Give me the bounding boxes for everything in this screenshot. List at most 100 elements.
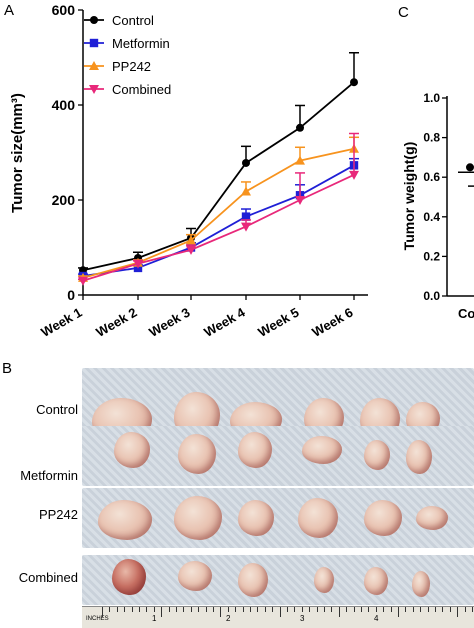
- ruler-tick: [442, 607, 444, 612]
- legend-metformin-label: Metformin: [112, 36, 170, 51]
- ruler-tick: [205, 607, 207, 612]
- ruler-tick: [472, 607, 473, 612]
- ruler-tick: [301, 607, 303, 612]
- pp242-data-point: [241, 186, 251, 196]
- ruler-tick: [338, 607, 340, 617]
- ruler-tick: [294, 607, 296, 612]
- y-axis-label: Tumor size(mm³): [9, 93, 26, 213]
- tumor-specimen: [238, 563, 268, 597]
- ruler-tick: [390, 607, 392, 612]
- ruler-tick: [257, 607, 259, 612]
- tumor-specimen: [112, 559, 146, 595]
- row-label-combined: Combined: [18, 570, 78, 585]
- ruler-tick: [449, 607, 451, 612]
- weight-y-tick-label: 1.0: [423, 91, 440, 105]
- row-label-metformin: Metformin: [20, 468, 78, 483]
- metformin-data-point: [241, 212, 251, 221]
- ruler-label: 4: [374, 614, 379, 623]
- ruler-tick: [464, 607, 466, 612]
- ruler-label: 1: [152, 614, 157, 623]
- legend-combined-label: Combined: [112, 82, 171, 97]
- y-tick-label: 0: [67, 287, 75, 303]
- ruler-tick: [190, 607, 192, 612]
- row-label-control: Control: [36, 402, 78, 417]
- ruler-tick: [213, 607, 214, 612]
- ruler-tick: [353, 607, 355, 612]
- control-series-line: [82, 81, 355, 272]
- tumor-specimen: [406, 440, 432, 474]
- weight-y-tick-label: 0.2: [423, 249, 440, 263]
- ruler-tick: [250, 607, 251, 612]
- legend-pp242-marker: [89, 61, 99, 70]
- tumor-specimen: [114, 432, 150, 468]
- control-data-point: [350, 78, 358, 87]
- y-tick-label: 400: [52, 97, 76, 113]
- combined-data-point: [78, 276, 88, 286]
- pp242-data-point: [186, 235, 196, 245]
- photo-metformin: [82, 426, 474, 486]
- ruler-tick: [227, 607, 229, 612]
- weight-data-point: [466, 163, 474, 172]
- ruler-tick: [309, 607, 311, 612]
- ruler-tick: [235, 607, 237, 612]
- combined-data-point: [241, 222, 251, 232]
- x-tick-label: Week 4: [201, 304, 248, 340]
- ruler-tick: [183, 607, 185, 612]
- y-tick-label: 600: [52, 2, 76, 18]
- weight-y-tick-label: 0.6: [423, 170, 440, 184]
- weight-y-tick-label: 0.8: [423, 131, 440, 145]
- metformin-series-line: [82, 164, 355, 277]
- ruler-tick: [146, 607, 148, 612]
- combined-series-line: [82, 174, 355, 282]
- ruler-tick: [109, 607, 111, 612]
- weight-y-axis-label: Tumor weight(g): [401, 142, 417, 251]
- ruler-tick: [279, 607, 281, 617]
- legend-control-label: Control: [112, 13, 154, 28]
- x-tick-label: Week 6: [309, 305, 355, 340]
- ruler-tick: [383, 607, 385, 612]
- ruler-tick: [435, 607, 436, 612]
- tumor-specimen: [364, 440, 390, 470]
- ruler: INCHES 1 2 3 4: [82, 606, 474, 628]
- pp242-data-point: [295, 155, 305, 165]
- tumor-specimen: [238, 432, 272, 468]
- panel-label-c: C: [398, 4, 409, 21]
- ruler-tick: [361, 607, 362, 612]
- tumor-specimen: [174, 496, 222, 540]
- tumor-specimen: [238, 500, 274, 536]
- x-tick-label: Week 5: [255, 305, 301, 340]
- pp242-series-line: [82, 147, 355, 279]
- legend-metformin-marker: [89, 38, 99, 48]
- photo-combined: [82, 555, 474, 605]
- weight-y-tick-label: 0.0: [423, 289, 440, 303]
- control-data-point: [242, 158, 250, 167]
- ruler-tick: [242, 607, 244, 612]
- ruler-caption: INCHES: [86, 616, 109, 622]
- ruler-tick: [287, 607, 288, 612]
- ruler-tick: [457, 607, 459, 617]
- ruler-tick: [324, 607, 325, 612]
- legend-combined-marker: [89, 85, 99, 94]
- ruler-tick: [405, 607, 407, 612]
- tumor-specimen: [298, 498, 338, 538]
- ruler-tick: [346, 607, 348, 612]
- weight-x-tick-label: Co: [458, 306, 474, 321]
- ruler-tick: [316, 607, 318, 612]
- ruler-tick: [220, 607, 222, 617]
- x-tick-label: Week 1: [38, 305, 84, 340]
- y-tick-label: 200: [52, 192, 76, 208]
- ruler-tick: [272, 607, 274, 612]
- ruler-label: 2: [226, 614, 231, 623]
- panel-label-b: B: [2, 360, 13, 377]
- tumor-specimen: [314, 567, 334, 593]
- ruler-tick: [198, 607, 200, 612]
- x-tick-label: Week 3: [146, 305, 192, 340]
- tumor-specimen: [364, 567, 388, 595]
- ruler-tick: [124, 607, 126, 612]
- legend-control-marker: [90, 16, 98, 24]
- panel-label-a: A: [4, 2, 15, 19]
- ruler-tick: [168, 607, 170, 612]
- combined-data-point: [295, 196, 305, 205]
- weight-y-tick-label: 0.4: [423, 210, 440, 224]
